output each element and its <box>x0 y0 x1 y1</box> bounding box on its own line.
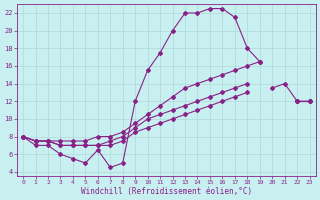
X-axis label: Windchill (Refroidissement éolien,°C): Windchill (Refroidissement éolien,°C) <box>81 187 252 196</box>
